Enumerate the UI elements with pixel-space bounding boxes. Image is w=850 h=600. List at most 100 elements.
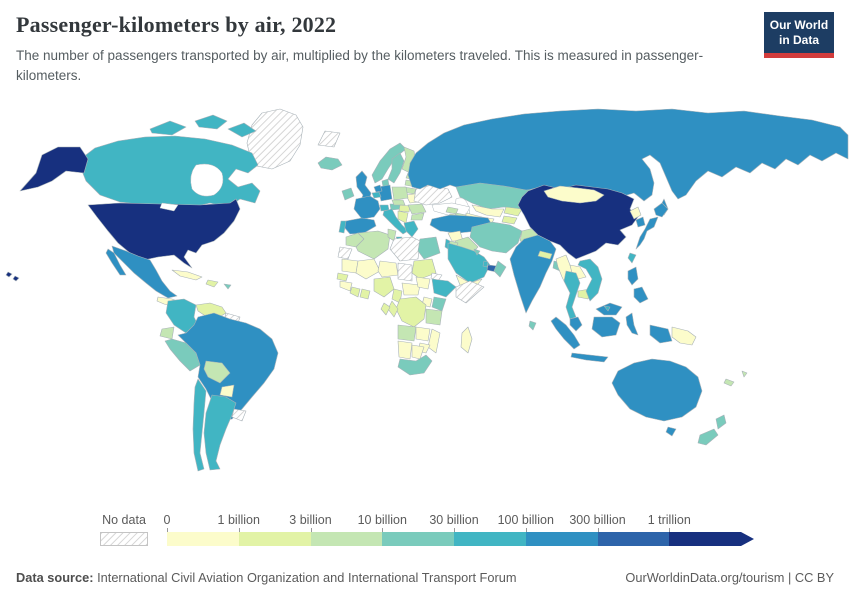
country-ireland[interactable] (341, 187, 355, 201)
country-tasmania[interactable] (665, 426, 677, 437)
country-congo[interactable] (387, 300, 399, 318)
country-canada-arctic3[interactable] (227, 122, 257, 138)
country-nz-south[interactable] (697, 428, 719, 446)
country-hispaniola[interactable] (205, 279, 219, 288)
country-tanzania[interactable] (425, 308, 443, 326)
country-poland[interactable] (391, 186, 409, 201)
country-romania[interactable] (407, 203, 427, 215)
country-botswana[interactable] (411, 344, 425, 360)
legend-no-data[interactable]: No data (100, 513, 148, 546)
country-guinea[interactable] (339, 280, 353, 292)
country-somalia[interactable] (455, 280, 485, 304)
country-vietnam[interactable] (577, 258, 603, 302)
country-angola[interactable] (397, 324, 417, 342)
country-japan-north[interactable] (653, 202, 669, 218)
country-tajikistan[interactable] (501, 215, 518, 225)
country-south-africa[interactable] (397, 354, 433, 376)
country-qatar[interactable] (482, 260, 489, 268)
country-sumatra[interactable] (550, 316, 581, 350)
country-czechia[interactable] (391, 199, 406, 206)
country-south-korea[interactable] (635, 216, 646, 228)
country-philippines-mindanao[interactable] (633, 286, 649, 304)
country-belgium[interactable] (371, 191, 382, 199)
country-ecuador[interactable] (159, 326, 175, 340)
country-niger[interactable] (377, 260, 399, 278)
country-fiji[interactable] (741, 370, 748, 378)
country-baja[interactable] (105, 248, 127, 276)
country-mauritania[interactable] (341, 258, 359, 274)
country-mongolia[interactable] (543, 185, 605, 204)
legend-bin-4[interactable] (454, 532, 526, 546)
country-japan-main[interactable] (635, 216, 659, 250)
country-canada-arctic1[interactable] (149, 120, 187, 136)
country-usa[interactable] (87, 198, 241, 269)
country-kenya[interactable] (431, 296, 447, 312)
country-chad[interactable] (397, 262, 413, 282)
country-egypt[interactable] (417, 236, 441, 260)
country-kalimantan[interactable] (591, 316, 621, 338)
country-puerto-rico[interactable] (223, 283, 232, 290)
country-sulawesi[interactable] (625, 312, 639, 336)
country-argentina[interactable] (203, 394, 237, 471)
country-france[interactable] (353, 195, 381, 220)
country-uruguay[interactable] (231, 408, 247, 422)
country-canada[interactable] (77, 135, 261, 208)
country-taiwan[interactable] (627, 252, 637, 264)
country-south-sudan[interactable] (415, 276, 431, 290)
country-paraguay[interactable] (219, 384, 235, 398)
country-bolivia[interactable] (203, 360, 231, 384)
country-india[interactable] (509, 234, 557, 314)
country-uzbekistan[interactable] (471, 204, 505, 218)
country-zambia[interactable] (415, 326, 431, 342)
country-ghana[interactable] (359, 288, 371, 300)
country-java[interactable] (570, 352, 609, 363)
country-kuwait[interactable] (473, 248, 481, 256)
country-greece[interactable] (403, 220, 419, 238)
legend-bin-0[interactable] (167, 532, 239, 546)
country-hawaii[interactable] (5, 271, 20, 282)
country-iceland[interactable] (317, 156, 343, 171)
country-netherlands[interactable] (373, 184, 383, 193)
country-saudi-arabia[interactable] (447, 242, 491, 284)
country-algeria[interactable] (355, 230, 391, 260)
country-iran[interactable] (469, 221, 523, 254)
country-hungary[interactable] (398, 204, 411, 213)
country-western-sahara[interactable] (337, 246, 353, 260)
legend-bin-2[interactable] (310, 532, 383, 546)
country-mexico[interactable] (111, 245, 178, 299)
country-peru[interactable] (164, 338, 201, 372)
country-bulgaria[interactable] (410, 212, 425, 221)
country-nigeria[interactable] (373, 276, 395, 298)
owid-logo[interactable]: Our World in Data (764, 12, 834, 58)
country-new-caledonia[interactable] (723, 378, 735, 387)
country-china[interactable] (517, 184, 639, 260)
country-sudan[interactable] (411, 258, 437, 280)
country-oman[interactable] (493, 260, 507, 278)
country-portugal[interactable] (338, 220, 347, 234)
country-mozambique[interactable] (427, 328, 441, 354)
country-chile[interactable] (192, 378, 207, 472)
country-canada-arctic2[interactable] (194, 114, 228, 130)
country-australia[interactable] (611, 358, 703, 422)
country-cuba[interactable] (171, 269, 203, 281)
country-thailand[interactable] (563, 270, 581, 320)
country-svalbard[interactable] (317, 130, 341, 148)
country-madagascar[interactable] (460, 326, 473, 354)
country-sri-lanka[interactable] (528, 320, 537, 331)
legend-bin-3[interactable] (382, 532, 454, 546)
footer-link[interactable]: OurWorldinData.org/tourism | CC BY (625, 570, 834, 585)
country-libya[interactable] (389, 236, 421, 262)
country-gabon[interactable] (380, 302, 391, 316)
country-drc[interactable] (395, 296, 427, 328)
country-mali[interactable] (355, 258, 381, 280)
country-car[interactable] (401, 282, 421, 296)
legend-bin-5[interactable] (525, 532, 598, 546)
country-norway[interactable] (371, 142, 407, 184)
country-italy[interactable] (382, 208, 409, 235)
legend-bin-1[interactable] (238, 532, 311, 546)
country-ethiopia[interactable] (431, 278, 457, 298)
country-brunei[interactable] (603, 305, 611, 312)
country-laos[interactable] (569, 264, 587, 280)
country-png[interactable] (671, 326, 697, 346)
legend-bin-6[interactable] (597, 532, 670, 546)
